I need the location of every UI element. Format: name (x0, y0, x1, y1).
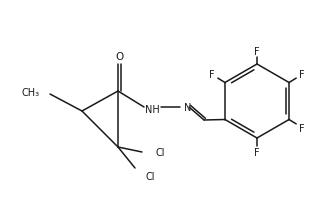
Text: NH: NH (145, 104, 159, 115)
Text: Cl: Cl (156, 147, 165, 157)
Text: O: O (115, 52, 123, 62)
Text: N: N (184, 103, 191, 112)
Text: F: F (254, 47, 260, 57)
Text: CH₃: CH₃ (22, 88, 40, 97)
Text: F: F (299, 70, 305, 80)
Text: F: F (254, 147, 260, 157)
Text: F: F (209, 70, 215, 80)
Text: F: F (299, 123, 305, 133)
Text: Cl: Cl (145, 171, 154, 181)
